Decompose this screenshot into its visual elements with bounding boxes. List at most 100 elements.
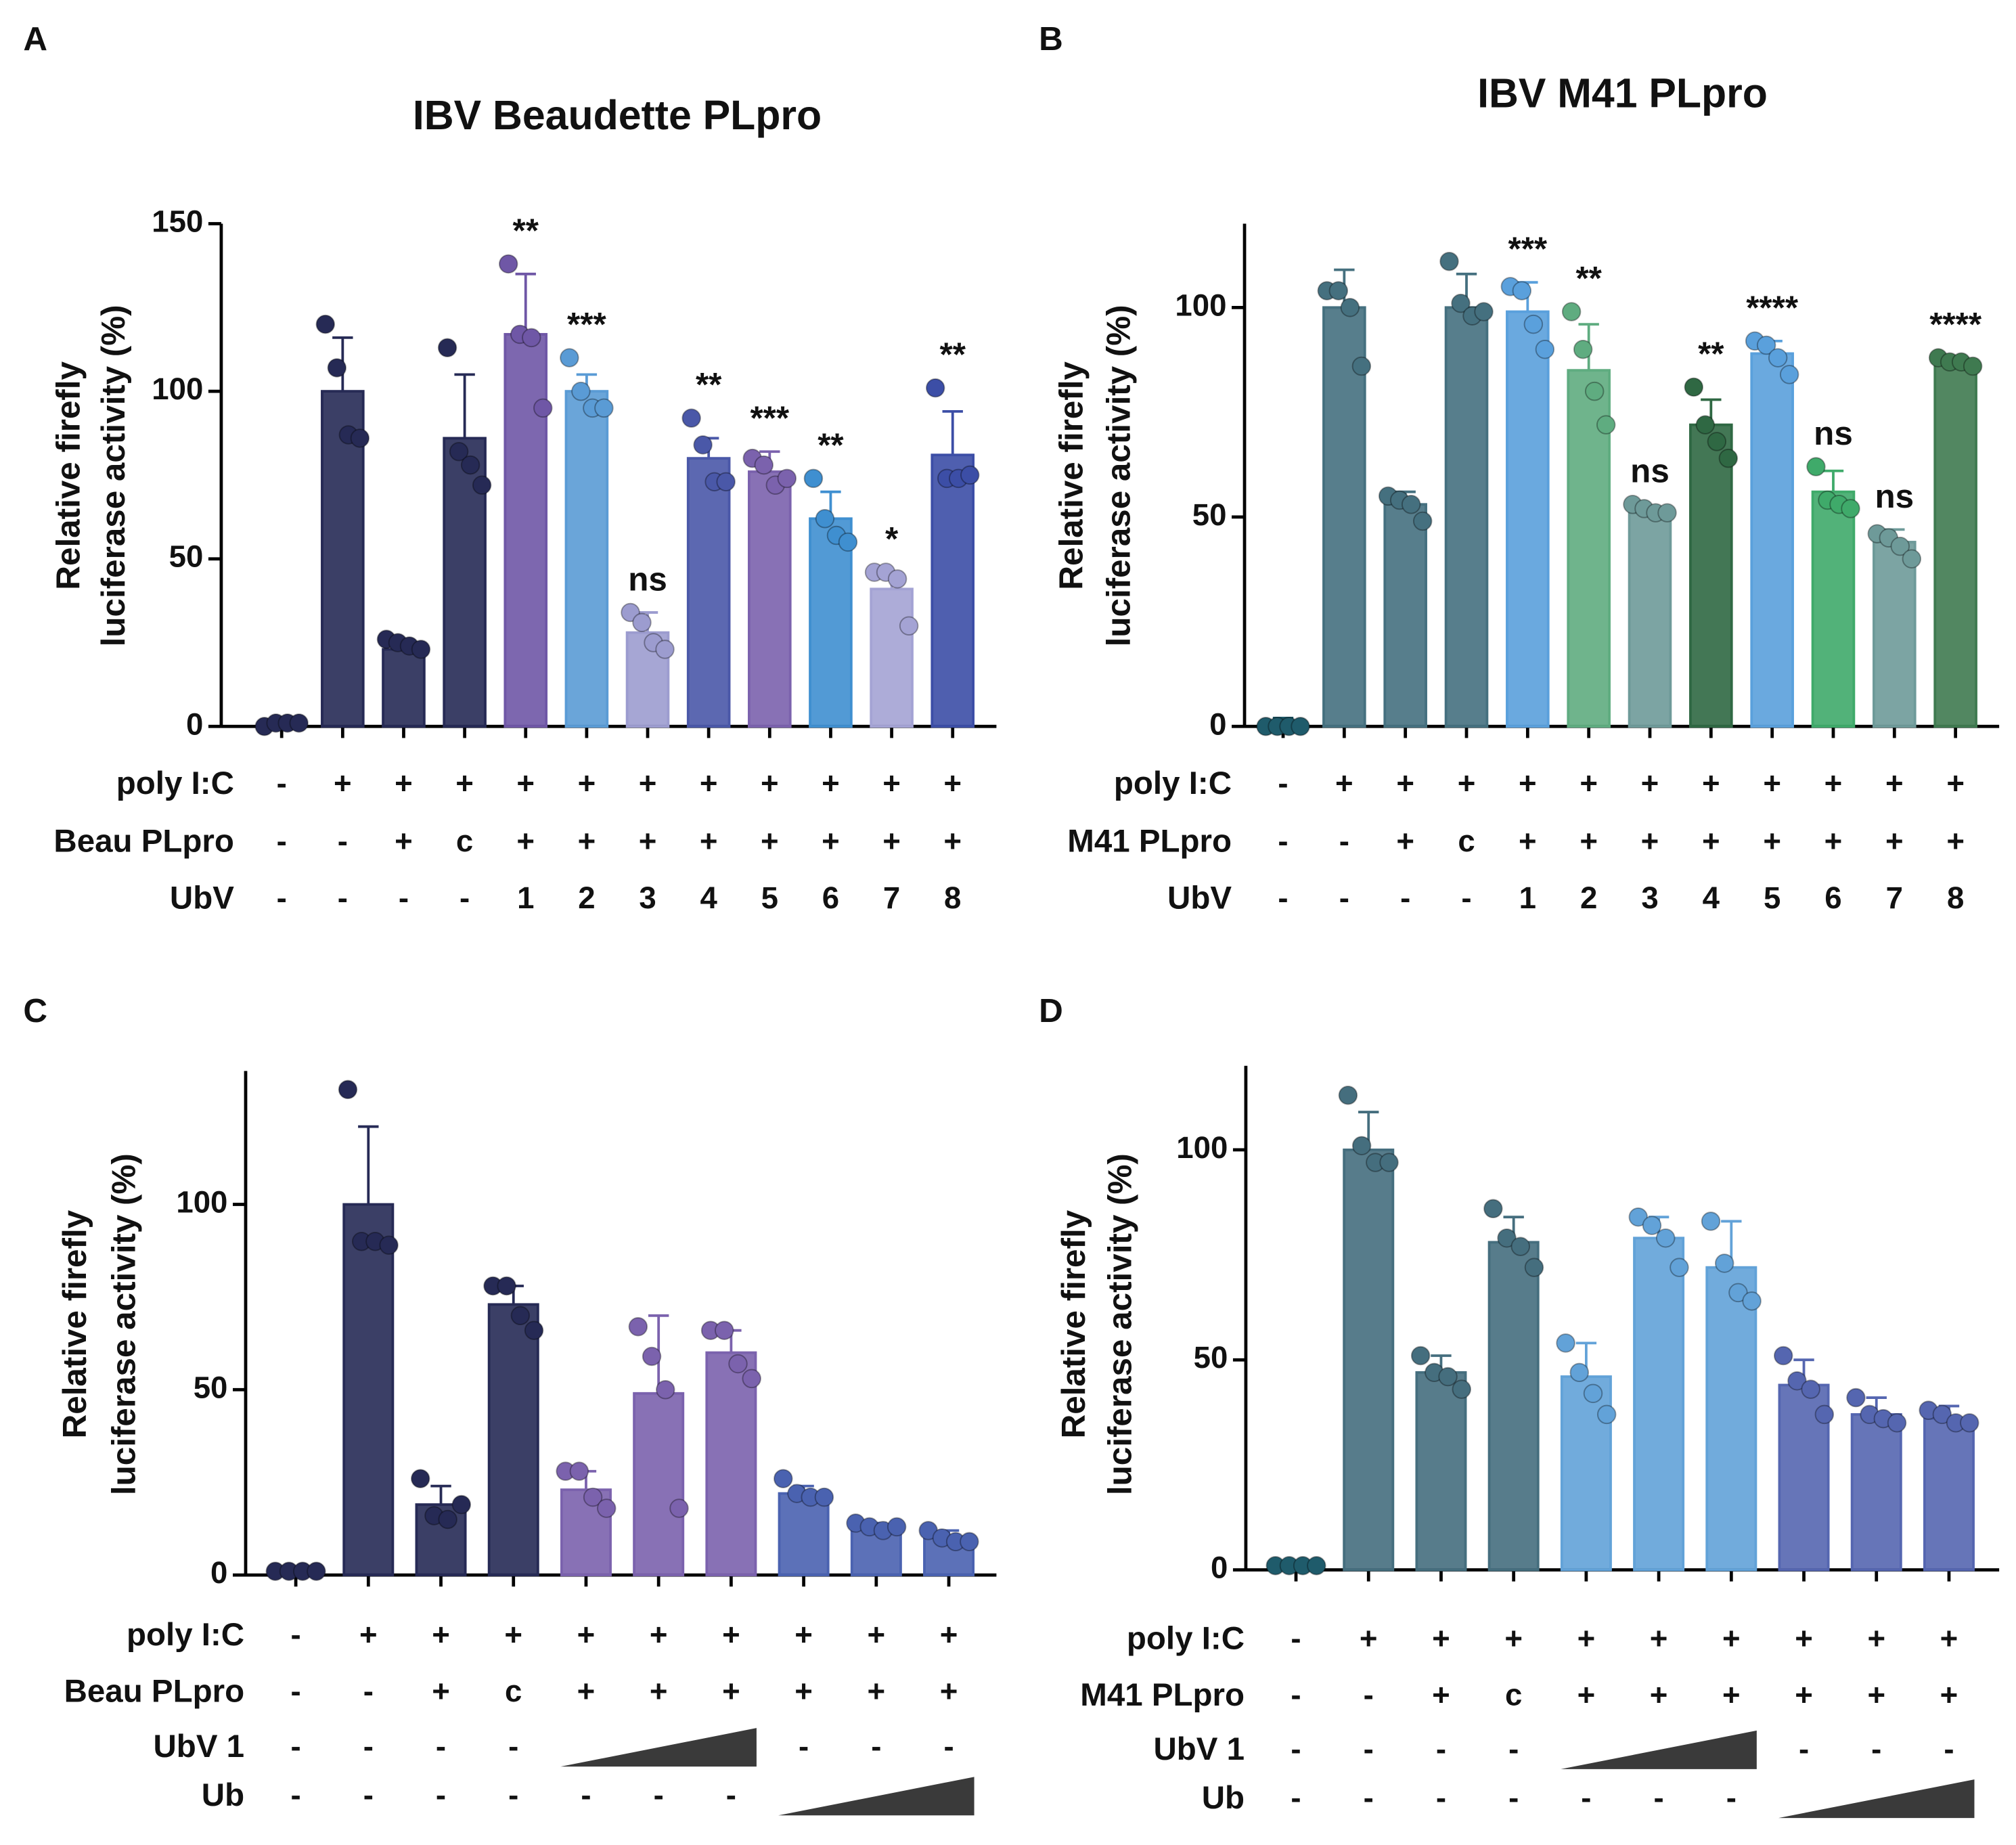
data-point <box>1814 1404 1835 1425</box>
data-point <box>1846 1387 1866 1408</box>
row-cell: - <box>1364 1678 1374 1712</box>
row-cell: + <box>1722 1678 1741 1712</box>
row-cell: + <box>882 766 901 801</box>
data-point <box>1773 1346 1793 1366</box>
row-cell: + <box>1432 1678 1450 1712</box>
data-point <box>1535 339 1555 359</box>
data-point <box>533 398 553 418</box>
row-cell: c <box>1505 1678 1522 1712</box>
row-cell: - <box>1461 881 1471 915</box>
data-point <box>1328 281 1349 301</box>
data-point <box>899 616 919 636</box>
row-cell: + <box>639 824 657 858</box>
data-point <box>571 381 591 401</box>
row-label: poly I:C <box>1127 1621 1245 1657</box>
data-point <box>1338 1086 1358 1105</box>
significance: *** <box>1508 231 1548 268</box>
data-point <box>1438 1366 1458 1387</box>
data-point <box>594 398 614 418</box>
row-cell: - <box>1364 1781 1374 1815</box>
row-cell: - <box>1436 1781 1446 1815</box>
row-cell: + <box>1519 766 1537 801</box>
row-cell: + <box>722 1617 740 1651</box>
data-point <box>1670 1258 1689 1277</box>
data-point <box>1768 348 1788 368</box>
y-tick-label: 50 <box>1192 497 1227 532</box>
data-point <box>960 1532 979 1552</box>
data-point <box>1714 1253 1734 1273</box>
row-cell: - <box>399 881 409 915</box>
y-axis-label: luciferase activity (%) <box>1100 305 1138 646</box>
data-point <box>1307 1556 1326 1576</box>
data-point <box>510 1306 531 1326</box>
row-cell: + <box>761 824 779 858</box>
bar <box>870 587 914 728</box>
data-point <box>1512 281 1532 301</box>
row-cell: c <box>456 824 473 858</box>
data-point <box>1451 293 1471 313</box>
significance: ** <box>940 336 966 374</box>
row-cell: - <box>338 881 348 915</box>
row-cell: + <box>822 766 840 801</box>
data-point <box>1524 1258 1544 1277</box>
row-cell: + <box>1795 1678 1813 1712</box>
row-cell: + <box>1650 1621 1668 1655</box>
data-point <box>411 640 431 659</box>
row-cell: + <box>1824 766 1843 801</box>
row-cell: - <box>277 824 287 858</box>
significance: ns <box>628 560 667 598</box>
y-axis-label: Relative firefly <box>50 361 87 590</box>
significance: * <box>885 520 899 558</box>
error-bar <box>942 409 963 455</box>
row-cell: - <box>508 1729 518 1764</box>
row-cell: - <box>1726 1781 1737 1815</box>
significance: ** <box>1575 260 1602 297</box>
y-tick-label: 0 <box>186 707 203 741</box>
significance: ns <box>1630 453 1670 490</box>
bar <box>382 648 426 728</box>
row-cell: - <box>436 1729 446 1764</box>
row-cell: - <box>943 1729 954 1764</box>
row-cell: + <box>395 824 413 858</box>
data-point <box>1474 302 1494 321</box>
row-cell: + <box>1722 1621 1741 1655</box>
data-point <box>1728 1283 1748 1303</box>
data-point <box>449 442 469 462</box>
data-point <box>1351 1136 1372 1155</box>
data-point <box>1890 536 1910 556</box>
data-point <box>1351 356 1372 376</box>
row-cell: - <box>290 1674 300 1708</box>
bar <box>1850 1413 1902 1572</box>
row-cell: + <box>940 1617 958 1651</box>
data-point <box>1963 356 1983 376</box>
data-point <box>1596 415 1616 435</box>
bar <box>1633 1237 1685 1572</box>
y-tick-label: 100 <box>1175 288 1226 322</box>
data-point <box>669 1498 689 1518</box>
row-cell: 1 <box>517 881 534 915</box>
row-cell: + <box>1580 766 1598 801</box>
data-point <box>569 1461 589 1482</box>
row-cell: + <box>1432 1621 1450 1655</box>
row-cell: + <box>822 824 840 858</box>
data-point <box>315 314 336 334</box>
row-cell: - <box>290 1729 300 1764</box>
row-label: UbV <box>170 880 234 916</box>
data-point <box>1657 503 1677 523</box>
data-point <box>1452 1379 1472 1399</box>
ramp <box>1778 1779 1975 1819</box>
data-point <box>1628 1207 1649 1227</box>
bar <box>1923 1417 1975 1572</box>
row-cell: 6 <box>1824 881 1841 915</box>
row-cell: + <box>1577 1621 1596 1655</box>
data-point <box>1561 302 1582 321</box>
bar <box>1689 423 1733 728</box>
row-cell: + <box>761 766 779 801</box>
data-point <box>1701 1212 1721 1231</box>
y-tick-label: 50 <box>169 539 204 574</box>
row-cell: + <box>1940 1621 1958 1655</box>
data-point <box>472 475 492 495</box>
row-cell: - <box>363 1674 374 1708</box>
row-cell: c <box>505 1674 522 1708</box>
significance: ** <box>513 212 539 249</box>
